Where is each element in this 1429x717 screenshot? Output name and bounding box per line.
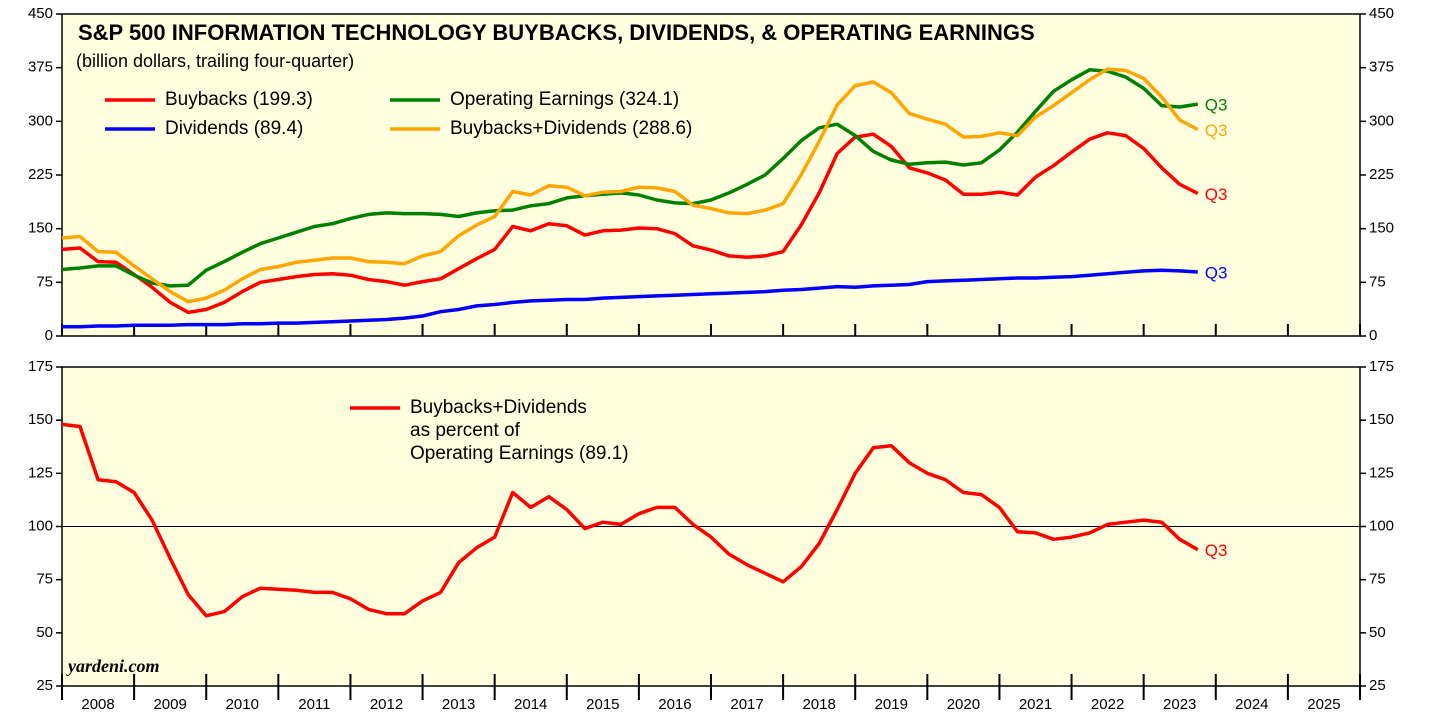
legend-label: Buybacks (199.3) <box>165 89 313 110</box>
x-tick-label: 2022 <box>1091 696 1124 713</box>
y2-tick-label: 25 <box>1369 677 1386 694</box>
x-tick-label: 2025 <box>1307 696 1340 713</box>
y2-tick-label: 75 <box>1369 571 1386 588</box>
series-line <box>61 68 1199 288</box>
y-tick-label: 375 <box>28 59 53 76</box>
chart-subtitle: (billion dollars, trailing four-quarter) <box>76 51 354 71</box>
y-tick-label: 25 <box>36 677 53 694</box>
y-tick-label: 300 <box>28 112 53 129</box>
legend-label: Buybacks+Dividends <box>410 397 587 418</box>
legend-label: Buybacks+Dividends (288.6) <box>450 118 692 139</box>
y-tick-label: 75 <box>36 571 53 588</box>
y2-tick-label: 300 <box>1369 112 1394 129</box>
y-tick-label: 225 <box>28 166 53 183</box>
source: yardeni.com <box>66 656 160 676</box>
y2-tick-label: 125 <box>1369 464 1394 481</box>
x-tick-label: 2016 <box>658 696 691 713</box>
y2-tick-label: 50 <box>1369 624 1386 641</box>
legend-label: as percent of <box>410 420 521 441</box>
chart-title: S&P 500 INFORMATION TECHNOLOGY BUYBACKS,… <box>78 20 1035 45</box>
x-tick-label: 2020 <box>947 696 980 713</box>
y-tick-label: 150 <box>28 220 53 237</box>
x-tick-label: 2015 <box>586 696 619 713</box>
y-tick-label: 175 <box>28 358 53 375</box>
end-label: Q3 <box>1205 96 1228 115</box>
y2-tick-label: 0 <box>1369 327 1377 344</box>
y-tick-label: 0 <box>45 327 53 344</box>
series-line <box>61 422 1199 618</box>
y2-tick-label: 175 <box>1369 358 1394 375</box>
legend-label: Operating Earnings (89.1) <box>410 443 629 464</box>
legend-label: Dividends (89.4) <box>165 118 303 139</box>
x-tick-label: 2024 <box>1235 696 1268 713</box>
series-line <box>62 268 1198 329</box>
y2-tick-label: 375 <box>1369 59 1394 76</box>
y2-tick-label: 225 <box>1369 166 1394 183</box>
x-tick-label: 2011 <box>298 696 330 713</box>
y-tick-label: 150 <box>28 411 53 428</box>
end-label: Q3 <box>1205 121 1228 140</box>
x-tick-label: 2013 <box>442 696 475 713</box>
y-tick-label: 125 <box>28 464 53 481</box>
series-line <box>61 131 1199 315</box>
y2-tick-label: 100 <box>1369 517 1394 534</box>
x-tick-label: 2017 <box>730 696 763 713</box>
x-tick-label: 2012 <box>370 696 403 713</box>
x-tick-label: 2009 <box>153 696 186 713</box>
plot-area <box>62 14 1360 336</box>
end-label: Q3 <box>1205 541 1228 560</box>
plot-frame <box>61 366 1361 687</box>
x-tick-label: 2019 <box>875 696 908 713</box>
y2-tick-label: 150 <box>1369 220 1394 237</box>
y2-tick-label: 450 <box>1369 5 1394 22</box>
y-tick-label: 75 <box>36 273 53 290</box>
end-label: Q3 <box>1205 264 1228 283</box>
x-tick-label: 2008 <box>81 696 114 713</box>
end-label: Q3 <box>1205 185 1228 204</box>
x-tick-label: 2021 <box>1019 696 1052 713</box>
y-tick-label: 100 <box>28 517 53 534</box>
x-tick-label: 2010 <box>226 696 259 713</box>
x-tick-label: 2023 <box>1163 696 1196 713</box>
x-tick-label: 2014 <box>514 696 547 713</box>
plot-frame <box>61 13 1361 337</box>
y-tick-label: 450 <box>28 5 53 22</box>
y2-tick-label: 150 <box>1369 411 1394 428</box>
series-line <box>61 67 1199 304</box>
x-tick-label: 2018 <box>802 696 835 713</box>
y-tick-label: 50 <box>36 624 53 641</box>
y2-tick-label: 75 <box>1369 273 1386 290</box>
legend-label: Operating Earnings (324.1) <box>450 89 679 110</box>
